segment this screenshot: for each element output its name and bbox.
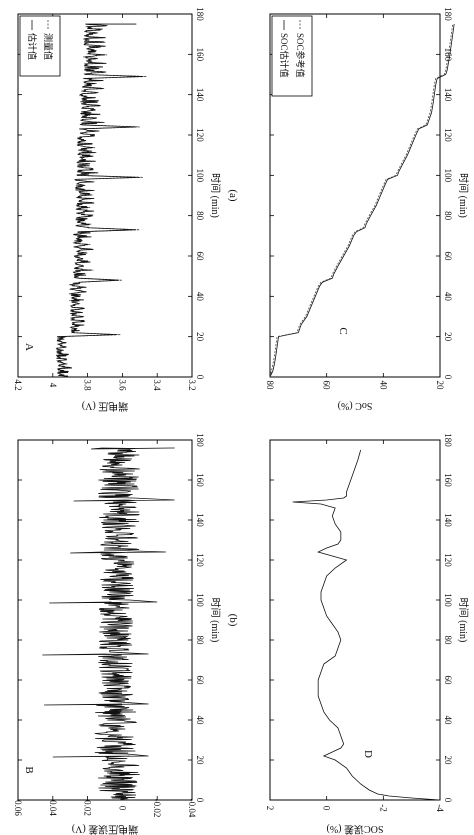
plot-frame-a [17, 13, 193, 378]
legend-entry: 测量值 [43, 33, 54, 60]
x-tick-label: 0 [443, 798, 453, 803]
y-tick-label: 3.2 [187, 379, 197, 390]
x-tick-label: 80 [195, 211, 205, 221]
x-tick-label: 140 [195, 513, 205, 527]
y-tick-label: 3.4 [152, 379, 162, 391]
y-tick-label: 4 [48, 383, 58, 388]
plot-frame-d [269, 439, 441, 801]
y-tick-label: -0.04 [187, 799, 197, 818]
y-tick-label: 0 [117, 806, 127, 811]
legend-entry: SOC参考值 [295, 33, 306, 78]
x-tick-label: 120 [195, 553, 205, 567]
x-tick-label: 40 [195, 716, 205, 726]
x-tick-label: 80 [195, 636, 205, 646]
x-tick-label: 80 [443, 211, 453, 221]
annotation-label: A [23, 343, 35, 351]
y-tick-label: -0.02 [152, 799, 162, 818]
x-tick-label: 0 [195, 798, 205, 803]
x-tick-label: 60 [443, 252, 453, 262]
x-tick-label: 40 [195, 292, 205, 302]
chart-panel-a: 0 20 40 60 80 100 120 140 160 180 3.2 3.4 3.6 3.8 4 4.2… [13, 7, 239, 413]
y-tick-label: 40 [378, 381, 388, 391]
x-tick-label: 100 [195, 593, 205, 607]
x-axis-label: 时间 (min) [457, 173, 470, 218]
legend-entry: 估计值 [27, 33, 38, 60]
x-axis-label: 时间 (min) [457, 598, 470, 643]
annotation-label: D [362, 750, 374, 758]
plot-frame-c [269, 13, 441, 378]
chart-panel-b: 0 20 40 60 80 100 120 140 160 180 -0.04 -0.02 0 0.02 0… [13, 433, 239, 835]
x-tick-label: 140 [443, 88, 453, 102]
series-line-primary [269, 24, 455, 378]
x-tick-label: 60 [195, 676, 205, 686]
x-tick-label: 0 [195, 375, 205, 380]
annotation-label: B [23, 766, 35, 773]
x-tick-label: 20 [443, 332, 453, 342]
y-tick-label: 3.6 [117, 379, 127, 391]
x-tick-label: 140 [195, 88, 205, 102]
x-tick-label: 100 [195, 169, 205, 183]
y-axis-label: 端电压 (V) [82, 400, 128, 413]
y-tick-label: 2 [265, 806, 275, 811]
series-line-reference [269, 24, 454, 378]
annotation-label: C [337, 327, 349, 334]
x-tick-label: 100 [443, 169, 453, 183]
x-tick-label: 180 [443, 433, 453, 447]
series-line-primary [292, 449, 441, 801]
x-tick-label: 20 [195, 756, 205, 766]
x-tick-label: 160 [443, 473, 453, 487]
x-tick-label: 80 [443, 636, 453, 646]
x-tick-label: 40 [443, 292, 453, 302]
y-tick-label: 0.02 [83, 800, 93, 816]
plot-frame-b [17, 439, 193, 801]
x-tick-label: 120 [195, 128, 205, 142]
y-axis-label: SOC误差 (%) [327, 823, 384, 835]
series-line-estimated [56, 23, 144, 378]
x-tick-label: 120 [443, 553, 453, 567]
legend-entry: SOC估计值 [279, 33, 290, 78]
x-tick-label: 160 [443, 48, 453, 62]
x-tick-label: 160 [195, 48, 205, 62]
y-tick-label: 3.8 [83, 379, 93, 391]
x-tick-label: 160 [195, 473, 205, 487]
x-tick-label: 0 [443, 375, 453, 380]
y-tick-label: 60 [322, 381, 332, 391]
x-axis-label: 时间 (min) [209, 598, 222, 643]
y-tick-label: 20 [435, 381, 445, 391]
x-tick-label: 60 [195, 252, 205, 262]
x-tick-label: 20 [443, 756, 453, 766]
x-axis-label: 时间 (min) [209, 173, 222, 218]
y-axis-label: 端电压误差 (V) [72, 823, 138, 835]
panel-caption: (a) [227, 189, 239, 202]
x-tick-label: 60 [443, 676, 453, 686]
x-tick-label: 100 [443, 593, 453, 607]
y-tick-label: 0.06 [13, 800, 23, 816]
y-tick-label: 0 [322, 806, 332, 811]
series-line-voltage-error [42, 447, 175, 801]
x-tick-label: 180 [195, 7, 205, 21]
y-tick-label: 0.04 [48, 800, 58, 816]
y-tick-label: 80 [265, 381, 275, 391]
x-tick-label: 140 [443, 513, 453, 527]
x-tick-label: 180 [195, 433, 205, 447]
y-axis-label: SoC (%) [338, 400, 373, 411]
legend-box [19, 15, 61, 77]
y-tick-label: -2 [378, 804, 388, 812]
y-tick-label: 4.2 [13, 379, 23, 390]
legend-box [271, 15, 313, 97]
x-tick-label: 120 [443, 128, 453, 142]
panel-caption: (b) [227, 614, 239, 627]
y-tick-label: -4 [435, 804, 445, 812]
x-tick-label: 40 [443, 716, 453, 726]
x-tick-label: 180 [443, 7, 453, 21]
x-tick-label: 20 [195, 332, 205, 342]
